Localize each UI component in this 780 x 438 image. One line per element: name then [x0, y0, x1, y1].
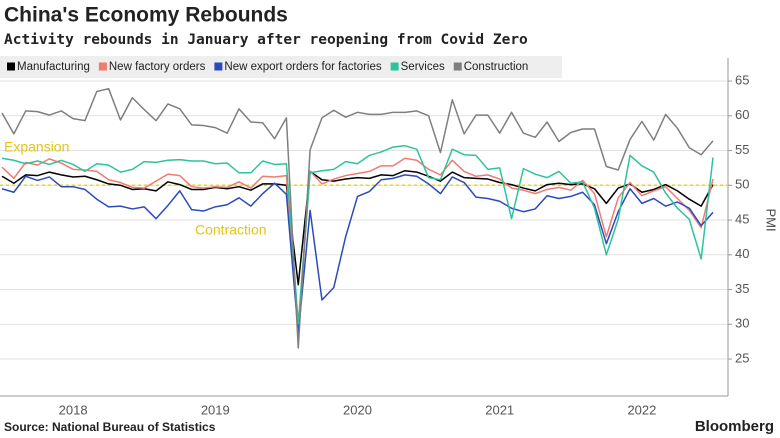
legend-label: Services	[401, 61, 445, 73]
legend-background	[0, 56, 562, 78]
annotation: Contraction	[195, 222, 267, 238]
grid	[0, 80, 728, 360]
x-tick-label: 2021	[485, 402, 514, 417]
chart-subtitle: Activity rebounds in January after reope…	[4, 32, 528, 48]
legend-swatch	[98, 62, 107, 71]
x-tick-label: 2019	[201, 402, 230, 417]
plot-area	[0, 87, 728, 349]
legend-swatch	[7, 62, 15, 71]
y-tick-label: 35	[735, 281, 749, 296]
chart-title: China's Economy Rebounds	[4, 4, 288, 27]
x-tick-label: 2022	[627, 402, 656, 417]
legend-label: Manufacturing	[17, 61, 90, 73]
line-series	[1, 157, 714, 330]
y-tick-label: 50	[735, 177, 749, 192]
line-series	[1, 169, 714, 286]
x-tick-label: 2020	[343, 402, 372, 417]
y-tick-label: 30	[735, 316, 749, 331]
annotation: Expansion	[4, 139, 69, 155]
legend-label: New factory orders	[109, 61, 206, 73]
legend-swatch	[214, 62, 223, 71]
y-tick-label: 45	[735, 211, 749, 226]
x-tick-label: 2018	[59, 402, 88, 417]
y-tick-label: 60	[735, 107, 749, 122]
y-tick-label: 25	[735, 350, 749, 365]
y-axis-label: PMI	[764, 208, 779, 231]
line-series	[1, 174, 714, 335]
legend: Manufacturing New factory orders New expor…	[7, 61, 528, 73]
brand: Bloomberg	[695, 418, 774, 435]
legend-label: Construction	[464, 61, 529, 73]
line-series	[1, 144, 714, 325]
legend-swatch	[453, 62, 462, 71]
line-series	[1, 87, 714, 349]
source: Source: National Bureau of Statistics	[4, 420, 216, 434]
legend-label: New export orders for factories	[224, 61, 381, 73]
y-tick-label: 65	[735, 72, 749, 87]
y-tick-label: 55	[735, 142, 749, 157]
y-tick-label: 40	[735, 246, 749, 261]
legend-swatch	[390, 62, 399, 71]
